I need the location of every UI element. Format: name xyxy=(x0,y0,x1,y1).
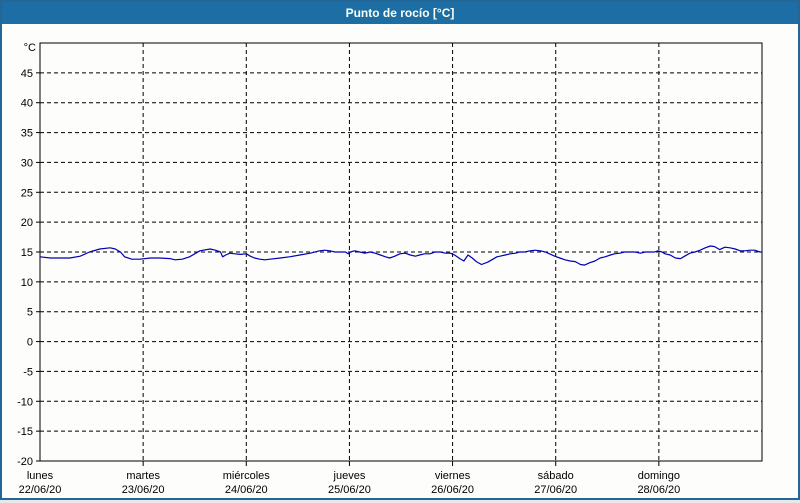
dewpoint-line xyxy=(39,245,762,266)
x-gridlines xyxy=(142,43,660,466)
x-day-name: viernes xyxy=(435,470,471,482)
y-tick-label: -10 xyxy=(17,396,33,408)
x-day-name: sábado xyxy=(538,470,574,482)
y-tick-label: 0 xyxy=(27,337,33,349)
y-tick-label: -20 xyxy=(17,456,33,468)
y-tick-label: 40 xyxy=(21,98,33,110)
x-day-name: martes xyxy=(126,470,160,482)
y-tick-label: 10 xyxy=(21,277,33,289)
y-gridlines xyxy=(36,72,762,462)
x-day-date: 24/06/20 xyxy=(225,484,268,496)
dewpoint-chart: 45 40 35 30 25 20 15 10 5 0 -5 -10 -15 -20 °C lunes 22/0… xyxy=(17,42,763,496)
y-tick-label: 15 xyxy=(21,247,33,259)
x-day-date: 27/06/20 xyxy=(534,484,577,496)
x-day-date: 22/06/20 xyxy=(19,484,62,496)
chart-title: Punto de rocío [°C] xyxy=(345,6,455,20)
y-axis-unit-label: °C xyxy=(24,42,36,54)
chart-title-bar: Punto de rocío [°C] xyxy=(2,2,798,24)
y-tick-label: 35 xyxy=(21,128,33,140)
y-tick-label: 20 xyxy=(21,217,33,229)
x-day-date: 25/06/20 xyxy=(328,484,371,496)
y-tick-label: 45 xyxy=(21,68,33,80)
x-day-name: lunes xyxy=(27,470,54,482)
y-tick-label: 30 xyxy=(21,157,33,169)
x-day-name: jueves xyxy=(333,470,366,482)
x-day-date: 26/06/20 xyxy=(431,484,474,496)
x-day-name: miércoles xyxy=(223,470,271,482)
y-tick-label: -15 xyxy=(17,426,33,438)
y-tick-label: -5 xyxy=(23,366,33,378)
x-axis-labels: lunes 22/06/20 martes 23/06/20 miércoles 24/0… xyxy=(19,470,681,496)
y-tick-label: 5 xyxy=(27,307,33,319)
y-axis-labels: 45 40 35 30 25 20 15 10 5 0 -5 -10 -15 -20 xyxy=(17,68,33,468)
x-day-date: 23/06/20 xyxy=(122,484,165,496)
x-day-name: domingo xyxy=(638,470,680,482)
x-day-date: 28/06/20 xyxy=(637,484,680,496)
y-tick-label: 25 xyxy=(21,187,33,199)
chart-canvas: 45 40 35 30 25 20 15 10 5 0 -5 -10 -15 -20 °C lunes 22/0… xyxy=(2,24,798,498)
